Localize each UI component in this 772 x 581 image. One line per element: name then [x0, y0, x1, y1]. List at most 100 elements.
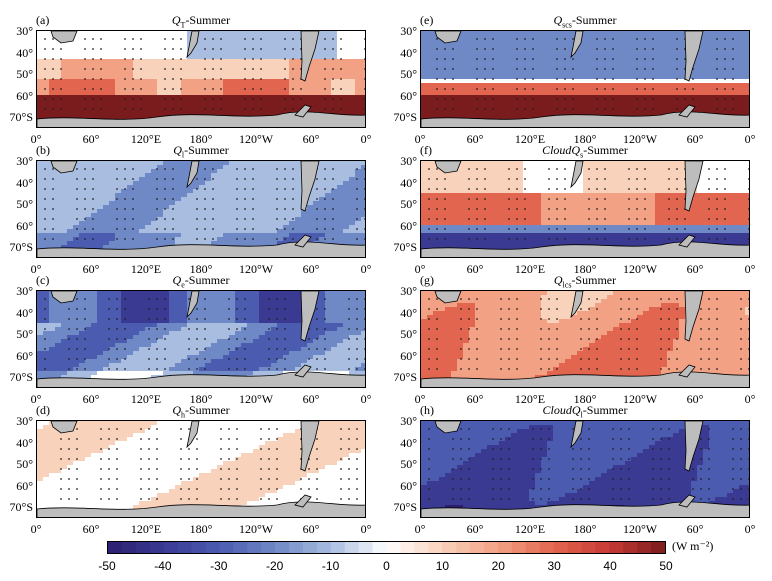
x-tick-label: 180° — [189, 522, 213, 536]
y-tick-label: 30° — [400, 154, 417, 168]
y-tick-label: 40° — [16, 435, 33, 450]
y-tick-label: 60° — [400, 478, 417, 493]
colorbar-segment — [483, 542, 499, 553]
y-tick-label: 70°S — [9, 110, 33, 124]
x-tick-label: 180° — [573, 132, 597, 146]
colorbar — [107, 541, 666, 554]
x-tick-label: 180° — [189, 262, 213, 276]
x-tick-label: 180° — [189, 132, 213, 146]
x-tick-label: 60° — [686, 392, 704, 406]
y-tick-label: 40° — [16, 305, 33, 320]
colorbar-segment — [553, 542, 569, 553]
x-tick-label: 120°E — [514, 522, 546, 536]
x-tick-label: 180° — [573, 392, 597, 406]
y-tick-label: 40° — [16, 175, 33, 190]
panel-h: (h) CloudQl-Summer 30° 40° 50° 60° 70°S 0° 60° 12… — [394, 403, 756, 536]
y-tick-label: 40° — [400, 45, 417, 60]
y-tick-label: 30° — [400, 414, 417, 428]
panel-c: (c) Qe-Summer 30° 40° 50° 60° 70°S 0° 60° 120°E 18… — [10, 273, 372, 406]
south-america-land — [300, 291, 320, 342]
south-america-land — [684, 291, 704, 342]
antarctica-land — [421, 241, 749, 257]
colorbar-segment — [177, 542, 193, 553]
x-tick-label: 120°E — [130, 392, 162, 406]
colorbar-segment — [247, 542, 262, 553]
colorbar-tick-label: -50 — [98, 559, 116, 573]
x-tick-label: 0° — [30, 132, 42, 146]
title-symbol: Q — [172, 273, 182, 287]
title-symbol: Q — [553, 13, 563, 27]
colorbar-segment — [149, 542, 165, 553]
new-zealand-land — [186, 421, 200, 449]
y-tick-label: 60° — [16, 348, 33, 363]
y-tick-label: 50° — [16, 457, 33, 471]
colorbar-segment — [205, 542, 220, 553]
title-symbol: CloudQ — [542, 403, 581, 417]
x-tick-label: 60° — [686, 132, 704, 146]
colorbar-tick-label: 0 — [383, 559, 390, 573]
panel-label: (g) — [420, 273, 434, 287]
panel-title: QT-Summer — [36, 13, 366, 29]
panel-label: (b) — [36, 143, 50, 157]
colorbar-segment — [637, 542, 652, 553]
x-tick-label: 60° — [302, 132, 320, 146]
x-tick-label: 120°E — [514, 132, 546, 146]
new-zealand-land — [570, 421, 584, 449]
colorbar-segment — [275, 542, 290, 553]
antarctic-peninsula-land — [294, 234, 312, 248]
y-tick-label: 50° — [16, 327, 33, 341]
x-tick-label: 0° — [744, 522, 756, 536]
colorbar-segment — [456, 542, 471, 553]
colorbar-segment — [595, 542, 610, 553]
y-tick-label: 70°S — [393, 500, 417, 514]
colorbar-segment — [525, 542, 541, 553]
x-tick-label: 0° — [414, 392, 426, 406]
colorbar-segment — [581, 542, 596, 553]
x-tick-label: 0° — [360, 392, 372, 406]
y-tick-label: 50° — [400, 457, 417, 471]
colorbar-segment — [497, 542, 513, 553]
colorbar-segment — [330, 542, 346, 553]
y-tick-label: 70°S — [9, 370, 33, 384]
colorbar-segment — [400, 542, 415, 553]
x-tick-label: 60° — [686, 262, 704, 276]
x-tick-label: 120°W — [622, 132, 658, 146]
new-zealand-land — [570, 161, 584, 189]
y-tick-label: 60° — [400, 88, 417, 103]
colorbar-tick-label: -40 — [154, 559, 172, 573]
title-symbol: Q — [553, 273, 563, 287]
title-suffix: -Summer — [185, 403, 230, 417]
colorbar-segment — [163, 542, 179, 553]
map-plot — [420, 290, 750, 388]
x-tick-label: 120°W — [238, 262, 274, 276]
colorbar-segment — [428, 542, 443, 553]
y-tick-label: 40° — [400, 305, 417, 320]
x-tick-label: 120°W — [622, 262, 658, 276]
colorbar-segment — [609, 542, 624, 553]
x-tick-label: 0° — [744, 262, 756, 276]
colorbar-segment — [414, 542, 429, 553]
panel-title: Qe-Summer — [36, 273, 366, 289]
title-subscript: h — [181, 410, 185, 420]
antarctic-peninsula-land — [678, 364, 696, 378]
colorbar-segment — [511, 542, 527, 553]
antarctic-peninsula-land — [678, 104, 696, 118]
south-america-land — [300, 161, 320, 212]
x-tick-label: 60° — [466, 262, 484, 276]
x-tick-label: 0° — [744, 132, 756, 146]
africa-land — [434, 31, 462, 44]
x-tick-label: 120°E — [130, 132, 162, 146]
antarctica-land — [421, 111, 749, 127]
panel-title: Ql-Summer — [36, 143, 366, 159]
antarctic-peninsula-land — [294, 494, 312, 508]
x-tick-label: 180° — [573, 262, 597, 276]
colorbar-segment — [135, 542, 151, 553]
x-tick-label: 180° — [573, 522, 597, 536]
y-tick-label: 30° — [400, 24, 417, 38]
y-tick-label: 50° — [400, 197, 417, 211]
panel-title: Qlcs-Summer — [420, 273, 750, 289]
x-tick-label: 60° — [82, 132, 100, 146]
x-tick-label: 60° — [302, 262, 320, 276]
y-tick-label: 70°S — [393, 110, 417, 124]
y-tick-label: 30° — [16, 24, 33, 38]
